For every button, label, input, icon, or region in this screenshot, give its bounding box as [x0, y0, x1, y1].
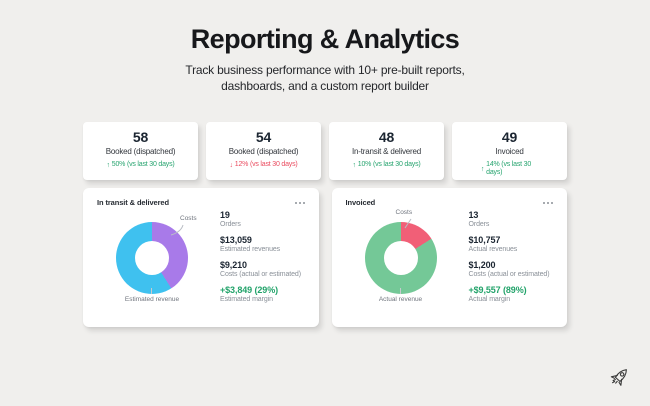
- callout-line: [170, 224, 184, 236]
- report-card-invoiced: Invoiced Costs Actual revenue 13 Orders …: [331, 188, 568, 327]
- donut-costs-label: Costs: [395, 209, 413, 216]
- stat-group-label: Costs (actual or estimated): [468, 271, 550, 278]
- stat-delta-text: 50% (vs last 30 days): [111, 161, 175, 168]
- stat-card-in-transit: 48 In-transit & delivered ↑ 10% (vs last…: [329, 122, 444, 180]
- report-cards-row: In transit & delivered Costs Estimated r…: [83, 188, 567, 327]
- stat-group-value: $10,757: [468, 235, 501, 245]
- report-card-title: Invoiced: [345, 198, 376, 207]
- stat-label: Invoiced: [495, 147, 524, 156]
- stat-delta-text: 12% (vs last 30 days): [234, 161, 298, 168]
- stat-group-costs: $9,210 Costs (actual or estimated): [220, 260, 311, 279]
- callout-tick: [151, 288, 152, 294]
- stat-group-value: 13: [468, 210, 479, 220]
- stat-card-booked-2: 54 Booked (dispatched) ↓ 12% (vs last 30…: [206, 122, 321, 180]
- page-content: Reporting & Analytics Track business per…: [83, 0, 567, 327]
- stat-group-value: +$3,849 (29%): [220, 285, 278, 295]
- stat-group-label: Costs (actual or estimated): [220, 271, 301, 278]
- more-menu-icon[interactable]: [541, 200, 555, 206]
- page-subtitle-line1: Track business performance with 10+ pre-…: [185, 63, 465, 77]
- donut-chart: [116, 222, 188, 294]
- stat-group-revenues: $13,059 Estimated revenues: [220, 235, 311, 254]
- stat-delta: ↑ 10% (vs last 30 days): [329, 161, 444, 169]
- stat-delta-text: 14% (vs last 30 days): [486, 161, 532, 176]
- report-card-header: Invoiced: [332, 188, 568, 207]
- stat-delta-text: 10% (vs last 30 days): [357, 161, 421, 168]
- stat-group-value: +$9,557 (89%): [468, 285, 527, 295]
- arrow-up-icon: ↑: [106, 161, 110, 169]
- stat-group-costs: $1,200 Costs (actual or estimated): [469, 260, 560, 279]
- stat-value: 58: [132, 129, 149, 145]
- stat-group-revenues: $10,757 Actual revenues: [469, 235, 560, 254]
- stat-label: Booked (dispatched): [105, 147, 176, 156]
- stat-value: 54: [255, 129, 272, 145]
- report-card-in-transit: In transit & delivered Costs Estimated r…: [83, 188, 319, 327]
- stat-group-label: Estimated revenues: [220, 246, 281, 253]
- stat-label: Booked (dispatched): [228, 147, 299, 156]
- rocket-icon: [610, 369, 627, 386]
- stat-delta: ↓ 12% (vs last 30 days): [206, 161, 321, 169]
- stat-group-label: Actual revenues: [468, 246, 518, 253]
- stat-group-orders: 19 Orders: [220, 210, 311, 229]
- stat-card-invoiced: 49 Invoiced ↑ 14% (vs last 30 days): [452, 122, 567, 180]
- arrow-up-icon: ↑: [480, 165, 485, 173]
- arrow-up-icon: ↑: [352, 161, 356, 169]
- report-card-header: In transit & delivered: [83, 188, 319, 207]
- stat-group-label: Orders: [468, 221, 490, 228]
- stat-group-orders: 13 Orders: [469, 210, 560, 229]
- report-card-title: In transit & delivered: [97, 198, 169, 207]
- more-menu-icon[interactable]: [293, 200, 307, 206]
- stat-group-margin: +$3,849 (29%) Estimated margin: [220, 285, 311, 304]
- arrow-down-icon: ↓: [229, 161, 233, 169]
- stat-group-value: $9,210: [220, 260, 247, 270]
- stat-group-value: $1,200: [468, 260, 496, 270]
- stat-delta: ↑ 50% (vs last 30 days): [83, 161, 198, 169]
- stat-group-value: 19: [220, 210, 230, 220]
- stat-value: 49: [501, 129, 518, 145]
- stat-delta: ↑ 14% (vs last 30 days): [452, 161, 567, 177]
- page-title: Reporting & Analytics: [190, 24, 460, 54]
- stat-group-value: $13,059: [220, 235, 252, 245]
- donut-chart: [364, 222, 437, 294]
- donut-revenue-label: Estimated revenue: [124, 296, 180, 303]
- callout-line: [404, 218, 411, 229]
- kpi-cards-row: 58 Booked (dispatched) ↑ 50% (vs last 30…: [83, 122, 567, 180]
- donut-revenue-label: Actual revenue: [378, 296, 423, 303]
- page-subtitle: Track business performance with 10+ pre-…: [83, 62, 567, 94]
- stat-group-label: Estimated margin: [220, 296, 273, 303]
- report-card-stats: 19 Orders $13,059 Estimated revenues $9,…: [220, 210, 311, 310]
- page-subtitle-line2: dashboards, and a custom report builder: [221, 79, 429, 93]
- stat-value: 48: [378, 129, 395, 145]
- stat-label: In-transit & delivered: [352, 147, 421, 156]
- report-card-stats: 13 Orders $10,757 Actual revenues $1,200…: [469, 210, 560, 310]
- donut-costs-label: Costs: [180, 215, 197, 222]
- stat-group-label: Actual margin: [468, 296, 511, 303]
- stat-group-label: Orders: [220, 221, 241, 228]
- callout-tick: [399, 288, 401, 294]
- stat-card-booked-1: 58 Booked (dispatched) ↑ 50% (vs last 30…: [83, 122, 198, 180]
- stat-group-margin: +$9,557 (89%) Actual margin: [469, 285, 560, 304]
